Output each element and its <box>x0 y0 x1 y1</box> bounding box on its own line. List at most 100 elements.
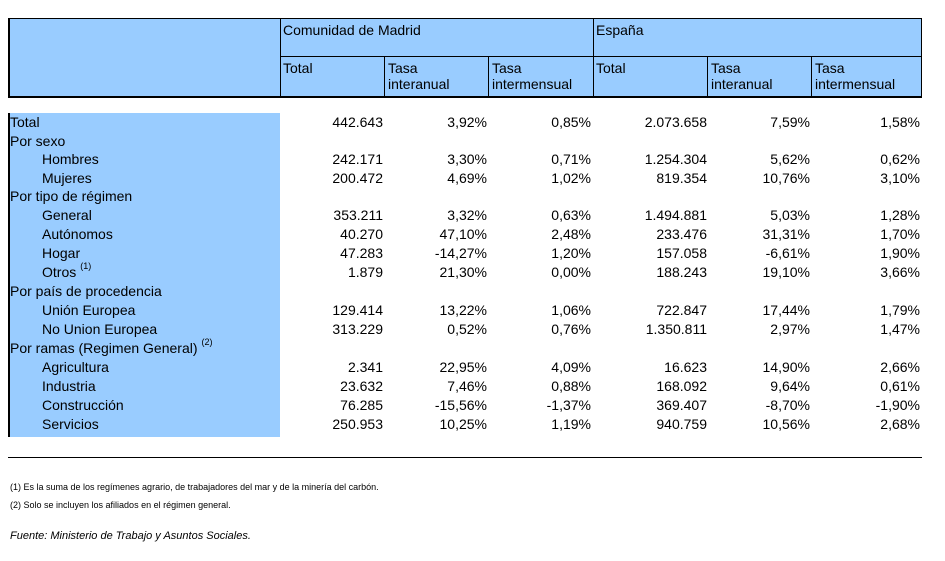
table-cell: 157.058 <box>656 245 707 261</box>
table-cell: 313.229 <box>332 321 383 337</box>
row-label: Mujeres <box>42 169 92 187</box>
row-label: Otros (1) <box>42 262 91 281</box>
row-label-text: Agricultura <box>42 359 109 375</box>
footnote-2: (2) Solo se incluyen los afiliados en el… <box>10 500 231 510</box>
header-divider <box>593 18 594 96</box>
row-label: Total <box>10 113 40 131</box>
table-cell: 5,03% <box>770 207 810 223</box>
table-cell: 1,90% <box>880 245 920 261</box>
table-cell: 2.073.658 <box>644 114 707 130</box>
row-label-text: Hombres <box>42 151 99 167</box>
row-label-text: Por ramas (Regimen General) <box>10 340 198 356</box>
row-label-text: Por sexo <box>10 133 66 149</box>
table-row: Hombres 242.171 3,30% 0,71% 1.254.304 5,62% 0,… <box>0 150 945 168</box>
table-cell: 31,31% <box>762 226 810 242</box>
table-bottom-rule <box>8 457 922 458</box>
table-cell: 0,71% <box>551 151 591 167</box>
table-cell: 940.759 <box>656 416 707 432</box>
row-label-text: Hogar <box>42 245 81 261</box>
table-cell: 1,58% <box>880 114 920 130</box>
table-cell: 129.414 <box>332 302 383 318</box>
table-cell: 22,95% <box>439 359 487 375</box>
col-espana-interanual: Tasa interanual <box>711 60 773 92</box>
row-label: Industria <box>42 377 96 395</box>
table-cell: 7,46% <box>447 378 487 394</box>
row-label: Hombres <box>42 150 99 168</box>
table-cell: -8,70% <box>765 397 810 413</box>
header-mid-border <box>280 56 922 57</box>
table-section-row: Por tipo de régimen <box>0 187 945 205</box>
table-cell: 233.476 <box>656 226 707 242</box>
row-label: No Union Europea <box>42 320 157 338</box>
header-divider <box>488 56 489 96</box>
table-cell: 0,00% <box>551 264 591 280</box>
table-cell: 3,92% <box>447 114 487 130</box>
table-cell: 250.953 <box>332 416 383 432</box>
table-section-row: Por país de procedencia <box>0 282 945 300</box>
table-row: Construcción 76.285 -15,56% -1,37% 369.407 -8… <box>0 396 945 414</box>
row-label-text: Por país de procedencia <box>10 283 162 299</box>
table-cell: -6,61% <box>765 245 810 261</box>
table-cell: 0,85% <box>551 114 591 130</box>
table-cell: 242.171 <box>332 151 383 167</box>
table-row: Agricultura 2.341 22,95% 4,09% 16.623 14,90% 2… <box>0 358 945 376</box>
table-cell: 2,48% <box>551 226 591 242</box>
source-note: Fuente: Ministerio de Trabajo y Asuntos … <box>10 530 251 542</box>
table-cell: 1,47% <box>880 321 920 337</box>
table-cell: 353.211 <box>333 207 383 223</box>
table-row: Otros (1) 1.879 21,30% 0,00% 188.243 19,10% 3,6… <box>0 262 945 281</box>
table-cell: 7,59% <box>770 114 810 130</box>
table-cell: -14,27% <box>434 245 487 261</box>
table-cell: 40.270 <box>340 226 383 242</box>
region-madrid-label: Comunidad de Madrid <box>283 22 421 38</box>
table-section-row: Por ramas (Regimen General) (2) <box>0 338 945 357</box>
table-cell: 819.354 <box>656 170 707 186</box>
table-cell: -1,37% <box>546 397 591 413</box>
col-madrid-intermensual: Tasa intermensual <box>492 60 573 92</box>
table-row: Servicios 250.953 10,25% 1,19% 940.759 10,56%… <box>0 415 945 433</box>
table-cell: 47,10% <box>439 226 487 242</box>
col-madrid-total: Total <box>283 60 313 76</box>
row-label: Hogar <box>42 244 80 262</box>
table-cell: 76.285 <box>340 397 383 413</box>
table-cell: 3,66% <box>880 264 920 280</box>
row-label-text: No Union Europea <box>42 321 158 337</box>
table-header <box>8 18 922 96</box>
table-cell: 47.283 <box>340 245 383 261</box>
table-row: Unión Europea 129.414 13,22% 1,06% 722.847 17… <box>0 301 945 319</box>
table-cell: 1,20% <box>551 245 591 261</box>
row-label: General <box>42 206 92 224</box>
header-right-border <box>921 18 922 96</box>
table-cell: 2,97% <box>770 321 810 337</box>
table-cell: 1,70% <box>880 226 920 242</box>
table-cell: 0,63% <box>551 207 591 223</box>
table-cell: 1,28% <box>880 207 920 223</box>
header-left-border <box>8 18 10 96</box>
table-row: General 353.211 3,32% 0,63% 1.494.881 5,03% 1,… <box>0 206 945 224</box>
row-label: Por tipo de régimen <box>10 187 132 205</box>
row-label-text: Unión Europea <box>42 302 136 318</box>
table-cell: 1.254.304 <box>644 151 707 167</box>
table-cell: 369.407 <box>656 397 707 413</box>
table-section-row: Por sexo <box>0 132 945 150</box>
table-cell: 10,56% <box>762 416 810 432</box>
row-label: Por país de procedencia <box>10 282 162 300</box>
table-cell: 0,61% <box>880 378 920 394</box>
table-cell: -1,90% <box>875 397 920 413</box>
table-cell: 21,30% <box>439 264 487 280</box>
table-cell: 4,09% <box>551 359 591 375</box>
table-cell: 1.879 <box>347 264 383 280</box>
col-madrid-interanual: Tasa interanual <box>388 60 450 92</box>
table-cell: 14,90% <box>762 359 810 375</box>
header-divider <box>707 56 708 96</box>
row-label: Agricultura <box>42 358 109 376</box>
row-label-text: Autónomos <box>42 226 113 242</box>
table-cell: 1.350.811 <box>645 321 707 337</box>
region-espana-label: España <box>596 22 644 38</box>
table-cell: 442.643 <box>332 114 383 130</box>
table-cell: 4,69% <box>447 170 487 186</box>
table-cell: 3,30% <box>447 151 487 167</box>
header-top-border <box>8 18 922 19</box>
table-cell: 0,88% <box>551 378 591 394</box>
table-cell: 0,52% <box>447 321 487 337</box>
